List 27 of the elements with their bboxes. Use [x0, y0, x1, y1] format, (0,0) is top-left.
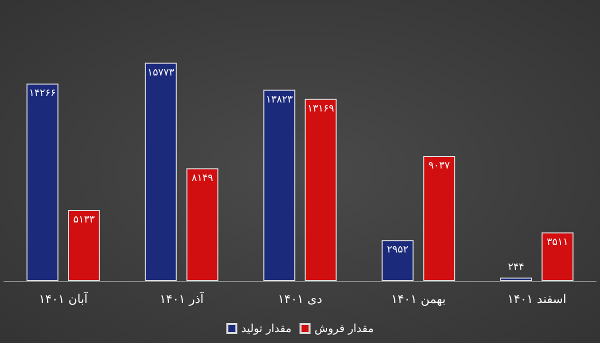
bar — [423, 156, 456, 281]
bar — [263, 90, 296, 281]
data-label: ۱۳۸۲۳ — [266, 94, 294, 106]
bar — [542, 232, 574, 281]
x-tick-label: آبان ۱۴۰۱ — [38, 291, 88, 306]
data-label: ۱۵۷۷۳ — [147, 67, 175, 78]
bar — [382, 240, 414, 281]
bar — [304, 98, 337, 281]
data-label: ۲۴۴ — [508, 262, 524, 274]
bar — [144, 62, 177, 281]
data-label: ۸۱۴۹ — [192, 172, 214, 184]
data-label: ۳۵۱۱ — [546, 236, 568, 248]
bar — [68, 210, 100, 281]
data-label: ۱۴۲۶۶ — [29, 88, 56, 100]
legend-label: مقدار فروش — [314, 322, 374, 335]
data-label: ۲۹۵۲ — [386, 244, 408, 256]
x-tick-label: اسفند ۱۴۰۱ — [507, 292, 566, 306]
bar — [186, 168, 218, 281]
bar — [500, 278, 532, 281]
legend-label: مقدار تولید — [241, 322, 292, 335]
x-tick-label: آذر ۱۴۰۱ — [160, 291, 204, 306]
bar — [26, 84, 58, 281]
data-label: ۱۳۱۶۹ — [307, 103, 334, 114]
data-label: ۹۰۳۷ — [428, 160, 451, 172]
x-tick-label: بهمن ۱۴۰۱ — [391, 292, 446, 306]
x-tick-label: دی ۱۴۰۱ — [278, 292, 322, 306]
data-label: ۵۱۳۳ — [73, 214, 96, 226]
